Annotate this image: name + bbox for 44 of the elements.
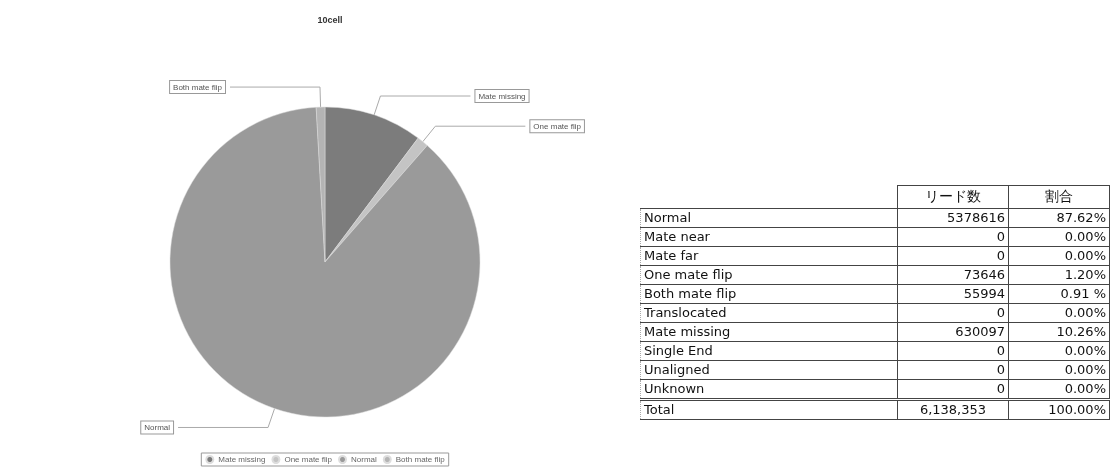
data-label: 5378616 <box>897 208 1009 228</box>
text: 6,138,353 <box>919 402 987 417</box>
category-label: Mate far <box>640 246 898 266</box>
text: Total <box>640 399 898 420</box>
data-label: 10.26% <box>1008 322 1110 342</box>
category-label: Single End <box>640 341 898 361</box>
data-label: 0.91 % <box>1008 284 1110 304</box>
data-label: 1.20% <box>1008 265 1110 285</box>
category-label: Unaligned <box>640 360 898 380</box>
slice-label: One mate flip <box>533 121 582 131</box>
data-label: 0.00% <box>1008 227 1110 247</box>
data-label: 0.00% <box>1008 360 1110 380</box>
category-label: Unknown <box>640 379 898 400</box>
category-label: One mate flip <box>640 265 898 285</box>
category-label: Mate missing <box>640 322 898 342</box>
data-label: 73646 <box>897 265 1009 285</box>
slice-label: Mate missing <box>478 91 526 101</box>
data-label: 0 <box>897 379 1009 400</box>
legend-label: Both mate flip <box>395 455 446 464</box>
category-label: Translocated <box>640 303 898 323</box>
slice-label: Both mate flip <box>173 82 223 92</box>
data-label: 0 <box>897 227 1009 247</box>
data-label: 0.00% <box>1008 246 1110 266</box>
text: リード数 <box>897 185 1009 209</box>
legend-label: Mate missing <box>218 455 266 464</box>
data-label: 0.00% <box>1008 341 1110 361</box>
category-label: Mate near <box>640 227 898 247</box>
data-label: 0 <box>897 246 1009 266</box>
category-label: Both mate flip <box>640 284 898 304</box>
text: 割合 <box>1008 185 1110 209</box>
data-label: 0.00% <box>1008 303 1110 323</box>
data-label: 0 <box>897 341 1009 361</box>
text: 100.00% <box>1048 402 1106 417</box>
category-label: Normal <box>640 208 898 228</box>
data-label: 0 <box>897 360 1009 380</box>
data-label: 87.62% <box>1008 208 1110 228</box>
data-label: 0 <box>897 303 1009 323</box>
chart-title: 10cell <box>317 14 343 25</box>
data-label: 55994 <box>897 284 1009 304</box>
slice-label: Normal <box>144 422 171 432</box>
data-label: 630097 <box>897 322 1009 342</box>
data-label: 0.00% <box>1008 379 1110 400</box>
legend-label: Normal <box>351 455 378 464</box>
legend-label: One mate flip <box>284 455 333 464</box>
